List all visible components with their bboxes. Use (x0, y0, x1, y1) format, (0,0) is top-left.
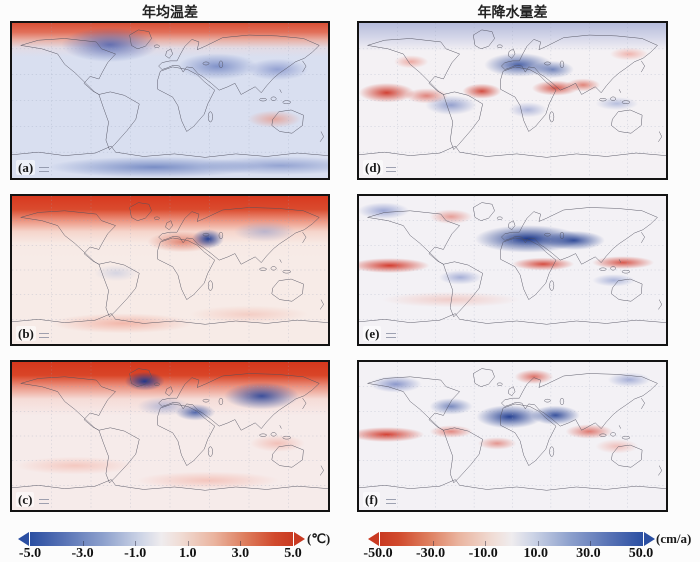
tick-label: 30.0 (576, 546, 601, 561)
colorbar-left-arrow-icon (18, 532, 29, 546)
tick-label: 3.0 (231, 546, 250, 561)
panel-label-c: (c) (16, 492, 35, 507)
map-scale-mark (386, 333, 396, 338)
left-column-title: 年均温差 (142, 5, 198, 21)
tick-label: -3.0 (71, 546, 94, 561)
panel-label-d: (d) (363, 160, 383, 175)
map-panel-d: (d) (357, 21, 668, 180)
map-panel-c: (c) (10, 360, 330, 512)
tick-label: -50.0 (363, 546, 393, 561)
world-coastline-map (359, 362, 666, 510)
world-coastline-map (12, 23, 328, 178)
colorbar-left-arrow-icon (368, 532, 379, 546)
precipitation-colorbar-gradient (379, 532, 644, 546)
temperature-unit-label: (℃) (307, 531, 331, 546)
map-scale-mark (39, 167, 49, 172)
tick-label: -30.0 (416, 546, 446, 561)
map-scale-mark (386, 167, 396, 172)
tick-label: 10.0 (523, 546, 549, 561)
panel-label-e: (e) (363, 326, 382, 341)
panel-label-a: (a) (16, 160, 36, 175)
tick-label: 50.0 (628, 546, 654, 561)
map-panel-f: (f) (357, 360, 668, 512)
right-column-title: 年降水量差 (477, 5, 548, 21)
colorbar-right-arrow-icon (644, 532, 655, 546)
map-scale-mark (39, 333, 49, 338)
tick-label: 5.0 (284, 546, 302, 561)
panel-label-b: (b) (16, 326, 36, 341)
map-panel-e: (e) (357, 194, 668, 346)
temperature-colorbar-gradient (29, 532, 294, 546)
tick-label: -5.0 (18, 546, 42, 561)
map-panel-b: (b) (10, 194, 330, 346)
world-coastline-map (12, 196, 328, 344)
map-scale-mark (386, 499, 396, 504)
temperature-tick-labels: -5.0 -3.0 -1.0 1.0 3.0 5.0 (19, 546, 302, 561)
tick-label: -10.0 (468, 546, 498, 561)
temperature-colorbar (18, 531, 305, 547)
world-coastline-map (12, 362, 328, 510)
precipitation-unit-label: (cm/a) (656, 531, 692, 546)
precipitation-tick-labels: -50.0 -30.0 -10.0 10.0 30.0 50.0 (363, 546, 653, 561)
map-panel-a: (a) (10, 21, 330, 180)
world-coastline-map (359, 23, 666, 178)
panel-label-f: (f) (363, 492, 380, 507)
map-scale-mark (39, 499, 49, 504)
world-coastline-map (359, 196, 666, 344)
colorbar-right-arrow-icon (294, 532, 305, 546)
tick-label: 1.0 (179, 546, 197, 561)
precipitation-colorbar (368, 531, 655, 547)
tick-label: -1.0 (124, 546, 147, 561)
